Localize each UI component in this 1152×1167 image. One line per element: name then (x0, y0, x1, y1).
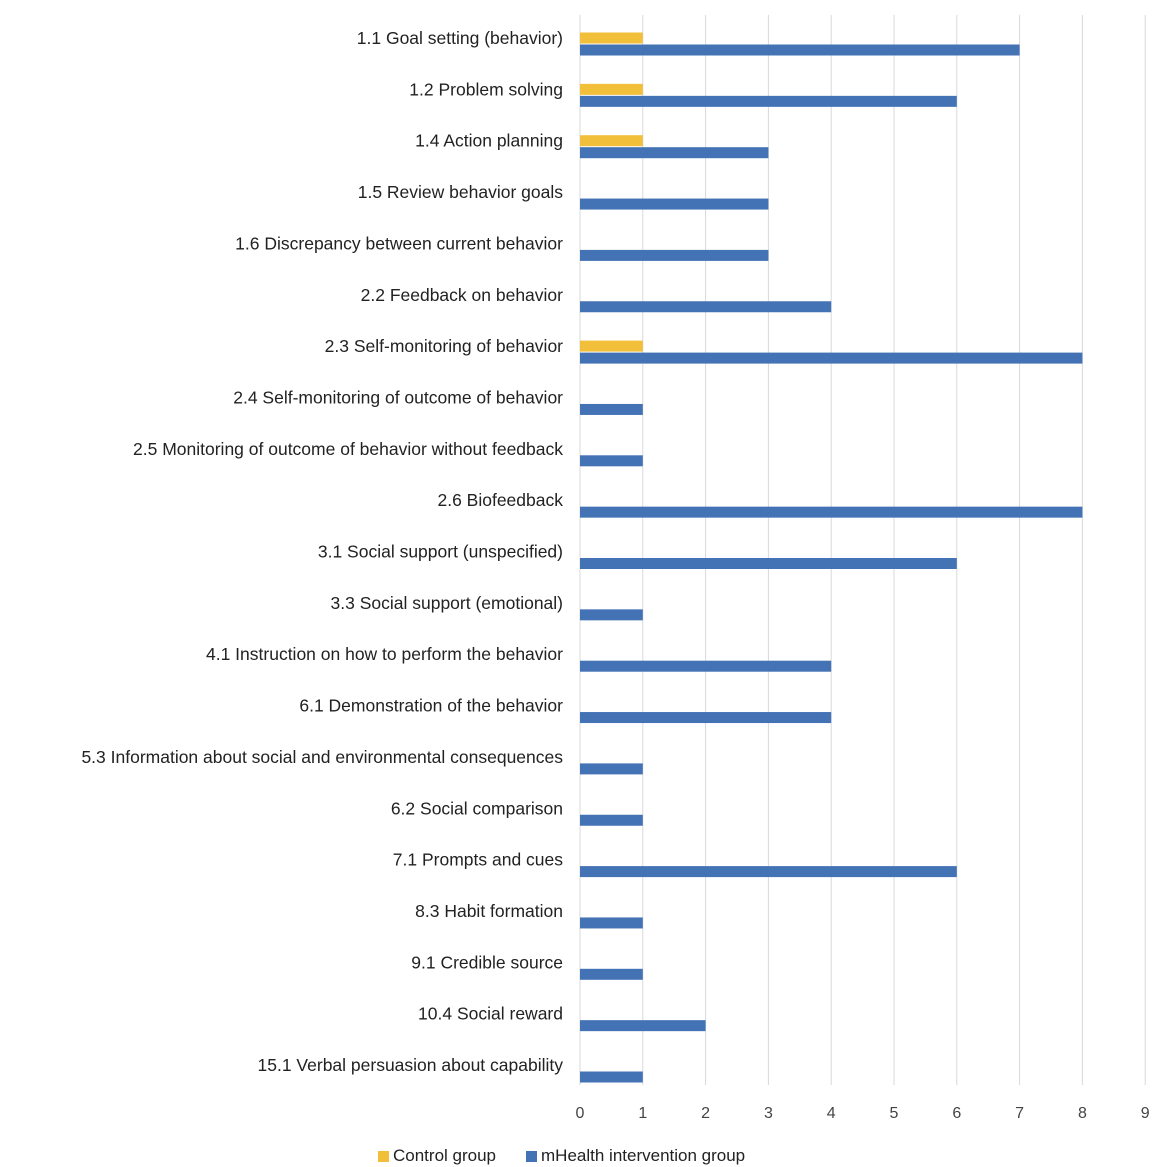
bar-control (580, 135, 643, 147)
category-label: 9.1 Credible source (411, 952, 563, 972)
bar-mhealth (580, 814, 643, 826)
legend-item-mhealth: mHealth intervention group (526, 1146, 745, 1166)
category-label: 1.5 Review behavior goals (358, 182, 564, 202)
category-label: 1.2 Problem solving (409, 79, 563, 99)
x-tick-label: 6 (952, 1105, 961, 1122)
category-label: 6.1 Demonstration of the behavior (299, 696, 563, 716)
x-tick-label: 3 (764, 1105, 773, 1122)
x-tick-label: 7 (1015, 1105, 1024, 1122)
bar-mhealth (580, 147, 769, 159)
bar-mhealth (580, 609, 643, 621)
legend-label-control: Control group (393, 1146, 497, 1165)
category-labels: 1.1 Goal setting (behavior) 1.2 Problem s… (81, 28, 563, 1075)
bar-mhealth (580, 1020, 706, 1032)
category-label: 10.4 Social reward (418, 1004, 563, 1024)
category-label: 1.1 Goal setting (behavior) (357, 28, 563, 48)
x-tick-label: 4 (827, 1105, 836, 1122)
bar-mhealth (580, 660, 832, 672)
bar-control (580, 340, 643, 352)
category-label: 1.4 Action planning (415, 131, 563, 151)
category-label: 6.2 Social comparison (391, 798, 563, 818)
bar-mhealth (580, 403, 643, 415)
bar-mhealth (580, 44, 1020, 56)
category-label: 2.5 Monitoring of outcome of behavior wi… (133, 439, 563, 459)
bar-mhealth (580, 558, 957, 569)
category-label: 8.3 Habit formation (415, 901, 563, 921)
bar-mhealth (580, 95, 957, 107)
x-axis-ticks: 0 1 2 3 4 5 6 7 8 9 (576, 1105, 1150, 1122)
category-label: 1.6 Discrepancy between current behavior (235, 233, 563, 253)
category-label: 3.1 Social support (unspecified) (318, 542, 563, 562)
bar-mhealth (580, 917, 643, 929)
bar-mhealth (580, 249, 769, 261)
category-label: 2.3 Self-monitoring of behavior (325, 336, 563, 356)
category-label: 2.2 Feedback on behavior (361, 285, 564, 305)
bar-mhealth (580, 506, 1083, 518)
bars (580, 32, 1083, 1083)
gridlines (579, 15, 1146, 1085)
x-tick-label: 8 (1078, 1105, 1087, 1122)
bar-mhealth (580, 968, 643, 980)
category-label: 3.3 Social support (emotional) (331, 593, 563, 613)
bar-mhealth (580, 352, 1083, 364)
bar-control (580, 32, 643, 44)
bar-mhealth (580, 198, 769, 210)
category-label: 15.1 Verbal persuasion about capability (258, 1055, 564, 1075)
legend: Control group mHealth intervention group (378, 1146, 745, 1166)
category-label: 2.6 Biofeedback (437, 490, 563, 510)
legend-label-mhealth: mHealth intervention group (541, 1146, 746, 1165)
bar-mhealth (580, 1071, 643, 1083)
category-label: 2.4 Self-monitoring of outcome of behavi… (233, 387, 563, 407)
category-label: 5.3 Information about social and environ… (81, 747, 563, 767)
legend-item-control: Control group (378, 1146, 496, 1166)
legend-swatch-control (378, 1150, 389, 1162)
category-label: 7.1 Prompts and cues (393, 850, 563, 870)
bar-mhealth (580, 763, 643, 775)
bar-chart: 1.1 Goal setting (behavior) 1.2 Problem s… (81, 15, 1150, 1122)
bar-mhealth (580, 301, 832, 313)
legend-swatch-mhealth (526, 1150, 538, 1162)
bar-mhealth (580, 455, 643, 467)
x-tick-label: 9 (1141, 1105, 1150, 1122)
bar-control (580, 83, 643, 95)
category-label: 4.1 Instruction on how to perform the be… (206, 644, 563, 664)
x-tick-label: 2 (701, 1105, 710, 1122)
x-tick-label: 1 (638, 1105, 647, 1122)
x-tick-label: 0 (576, 1105, 585, 1122)
x-tick-label: 5 (890, 1105, 899, 1122)
bar-mhealth (580, 866, 957, 878)
bar-mhealth (580, 712, 832, 724)
